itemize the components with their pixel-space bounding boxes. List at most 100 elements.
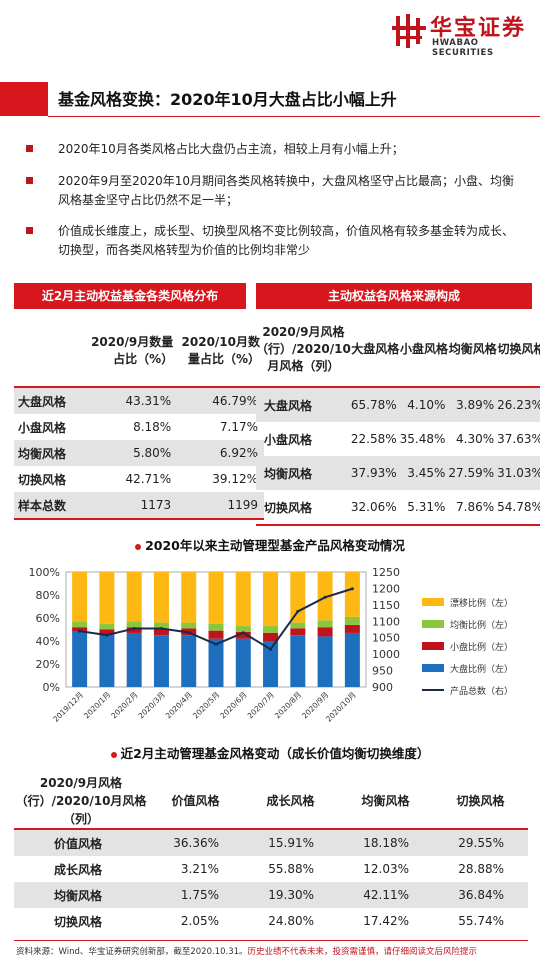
table-cell: 2.05% — [180, 914, 219, 928]
x-tick-label: 2020/4月 — [164, 690, 194, 720]
row-label: 均衡风格 — [256, 456, 351, 490]
table-cell: 7.17% — [219, 420, 258, 434]
x-tick-label: 2020/6月 — [218, 690, 248, 720]
bar-segment — [263, 632, 279, 641]
bar-segment — [153, 572, 169, 623]
bullet-square-icon — [26, 145, 33, 152]
bar-segment — [72, 621, 88, 628]
bar-segment — [235, 626, 251, 632]
bar-segment — [344, 632, 360, 687]
bar-segment — [235, 572, 251, 627]
y-right-tick-label: 900 — [372, 681, 393, 694]
table-row: 大盘风格 43.31% 46.79% — [14, 387, 264, 414]
table-cell: 42.71% — [125, 472, 172, 486]
bar-segment — [126, 627, 142, 633]
chart-title: 2020年以来主动管理型基金产品风格变动情况 — [0, 535, 540, 554]
bullet-item: 价值成长维度上，成长型、切换型风格不变比例较高，价值风格有较多基金转为成长、切换… — [26, 222, 522, 262]
row-label: 大盘风格 — [14, 387, 81, 414]
table-row: 均衡风格 5.80% 6.92% — [14, 440, 264, 466]
table3-col-header: 均衡风格 — [338, 774, 433, 830]
bar-segment — [126, 572, 142, 622]
bar-segment — [317, 636, 333, 687]
legend-swatch — [422, 620, 444, 628]
legend-label: 产品总数（右） — [450, 685, 513, 697]
table-cell: 1173 — [80, 492, 178, 520]
bar-segment — [290, 572, 306, 623]
table-cell: 35.48% — [399, 432, 446, 446]
bar-segment — [290, 628, 306, 636]
table-cell: 42.11% — [338, 882, 433, 908]
table-row: 成长风格 3.21% 55.88% 12.03% 28.88% — [14, 856, 528, 882]
page-title: 基金风格变换：2020年10月大盘占比小幅上升 — [58, 90, 397, 109]
table2-col-header: 大盘风格 — [350, 312, 400, 388]
brand-logo-icon — [392, 14, 426, 48]
line-point — [241, 631, 245, 635]
table-row: 小盘风格 8.18% 7.17% — [14, 414, 264, 440]
table-row: 切换风格 2.05% 24.80% 17.42% 55.74% — [14, 908, 528, 934]
table-row: 大盘风格 65.78% 4.10% 3.89% 26.23% — [256, 387, 540, 422]
table-cell: 36.36% — [148, 829, 243, 856]
table2-corner-header: 2020/9月风格（行）/2020/10月风格（列） — [256, 312, 351, 388]
bullet-square-icon — [26, 227, 33, 234]
bar-segment — [99, 623, 115, 630]
table-row: 切换风格 42.71% 39.12% — [14, 466, 264, 492]
line-point — [269, 647, 273, 651]
legend-swatch — [422, 664, 444, 672]
line-point — [159, 627, 163, 631]
bar-segment — [208, 623, 224, 631]
table-cell: 55.88% — [268, 862, 314, 876]
table-cell: 5.31% — [399, 490, 449, 526]
y-right-tick-label: 1000 — [372, 648, 400, 661]
table2-col-header: 切换风格 — [497, 312, 540, 388]
row-label: 均衡风格 — [14, 440, 81, 466]
table-row: 均衡风格 37.93% 3.45% 27.59% 31.03% — [256, 456, 540, 490]
table-row: 切换风格 32.06% 5.31% 7.86% 54.78% — [256, 490, 540, 526]
y-right-tick-label: 1250 — [372, 566, 400, 579]
bar-segment — [72, 631, 88, 687]
bar-segment — [290, 622, 306, 629]
y-left-tick-label: 80% — [36, 589, 60, 602]
bullet-dot-icon — [135, 543, 142, 550]
y-left-tick-label: 40% — [36, 635, 60, 648]
row-label: 样本总数 — [14, 492, 81, 520]
bullet-text: 2020年9月至2020年10月期间各类风格转换中，大盘风格坚守占比最高；小盘、… — [58, 174, 514, 207]
bullet-text: 2020年10月各类风格占比大盘仍占主流，相较上月有小幅上升； — [58, 142, 404, 156]
y-right-tick-label: 1200 — [372, 582, 400, 595]
y-left-tick-label: 0% — [43, 681, 60, 694]
y-right-tick-label: 950 — [372, 665, 393, 678]
style-distribution-table: 2020/9月数量占比（%） 2020/10月数量占比（%） 大盘风格 43.3… — [14, 316, 264, 520]
table-cell: 12.03% — [363, 862, 409, 876]
line-point — [323, 595, 327, 599]
bullet-item: 2020年10月各类风格占比大盘仍占主流，相较上月有小幅上升； — [26, 140, 522, 160]
y-right-tick-label: 1150 — [372, 599, 400, 612]
table-cell: 54.78% — [497, 490, 540, 526]
table-cell: 5.80% — [80, 440, 178, 466]
legend-swatch — [422, 642, 444, 650]
table3-col-header: 切换风格 — [433, 774, 528, 830]
bar-segment — [153, 628, 169, 636]
bullet-item: 2020年9月至2020年10月期间各类风格转换中，大盘风格坚守占比最高；小盘、… — [26, 172, 522, 212]
table-row: 样本总数 1173 1199 — [14, 492, 264, 520]
table-cell: 4.30% — [456, 432, 495, 446]
line-point — [105, 633, 109, 637]
legend-label: 漂移比例（左） — [450, 597, 513, 609]
x-tick-label: 2020/5月 — [191, 690, 221, 720]
style-change-chart: 0% 20% 40% 60% 80% 100% 900 950 1000 1050 1100 1150… — [29, 566, 513, 724]
table3-title-text: 近2月主动管理基金风格变动（成长价值均衡切换维度） — [120, 746, 430, 761]
row-label: 小盘风格 — [18, 420, 67, 435]
x-tick-label: 2020/2月 — [109, 690, 139, 720]
line-point — [214, 642, 218, 646]
row-label: 成长风格 — [54, 862, 103, 877]
chart-title-text: 2020年以来主动管理型基金产品风格变动情况 — [145, 538, 405, 553]
footnote-source: 资料来源：Wind、华宝证券研究创新部，截至2020.10.31。 — [16, 947, 248, 957]
bar-segment — [181, 572, 197, 623]
bar-segment — [208, 572, 224, 624]
row-label: 均衡风格 — [14, 882, 148, 908]
table-cell: 4.10% — [399, 387, 449, 422]
footer-divider — [14, 940, 528, 941]
y-right-tick-label: 1100 — [372, 615, 400, 628]
row-label: 大盘风格 — [256, 387, 351, 422]
table-cell: 55.74% — [458, 914, 504, 928]
table-cell: 65.78% — [350, 387, 400, 422]
y-left-tick-label: 100% — [29, 566, 60, 579]
